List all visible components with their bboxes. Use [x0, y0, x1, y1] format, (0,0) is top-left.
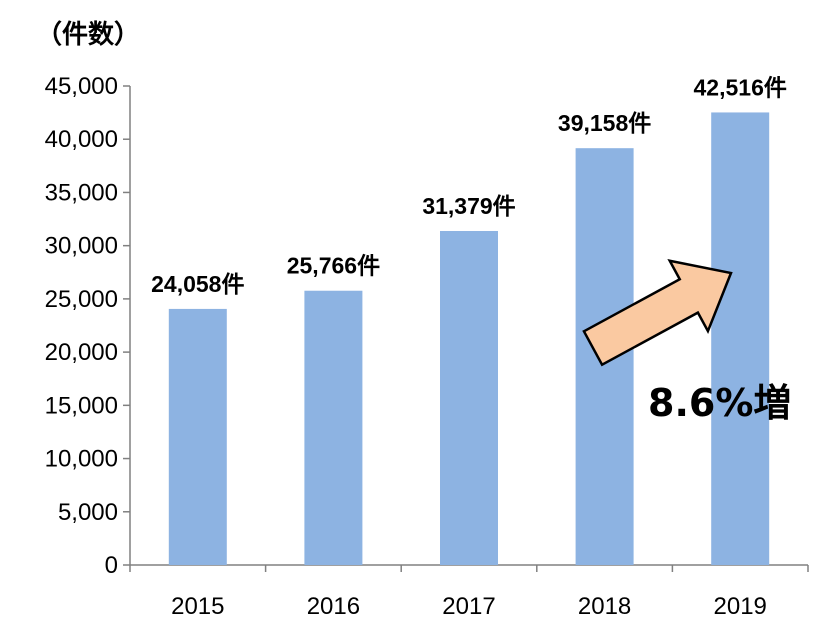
y-unit-label: （件数）: [36, 20, 141, 50]
x-tick-label: 2019: [714, 593, 767, 620]
bar: [168, 308, 227, 565]
y-tick-label: 25,000: [45, 286, 118, 313]
data-label: 31,379件: [422, 193, 515, 219]
x-tick-label: 2017: [442, 593, 495, 620]
x-tick-label: 2018: [578, 593, 631, 620]
y-tick-label: 15,000: [45, 392, 118, 419]
y-tick-label: 35,000: [45, 179, 118, 206]
x-tick-label: 2015: [171, 593, 224, 620]
y-tick-label: 20,000: [45, 339, 118, 366]
bar: [440, 230, 498, 565]
y-tick-label: 0: [105, 552, 118, 579]
y-tick-label: 30,000: [45, 233, 118, 260]
y-tick-label: 5,000: [58, 499, 118, 526]
growth-annotation: 8.6%増: [648, 381, 792, 425]
growth-arrow: [582, 259, 733, 367]
bar: [711, 112, 770, 566]
x-tick-label: 2016: [307, 593, 360, 620]
data-label: 24,058件: [151, 271, 244, 297]
bar: [304, 290, 363, 565]
y-tick-label: 10,000: [45, 446, 118, 473]
data-label: 25,766件: [287, 253, 380, 279]
y-tick-label: 45,000: [45, 73, 118, 100]
data-label: 42,516件: [694, 74, 787, 100]
data-label: 39,158件: [558, 110, 651, 136]
y-tick-label: 40,000: [45, 126, 118, 153]
